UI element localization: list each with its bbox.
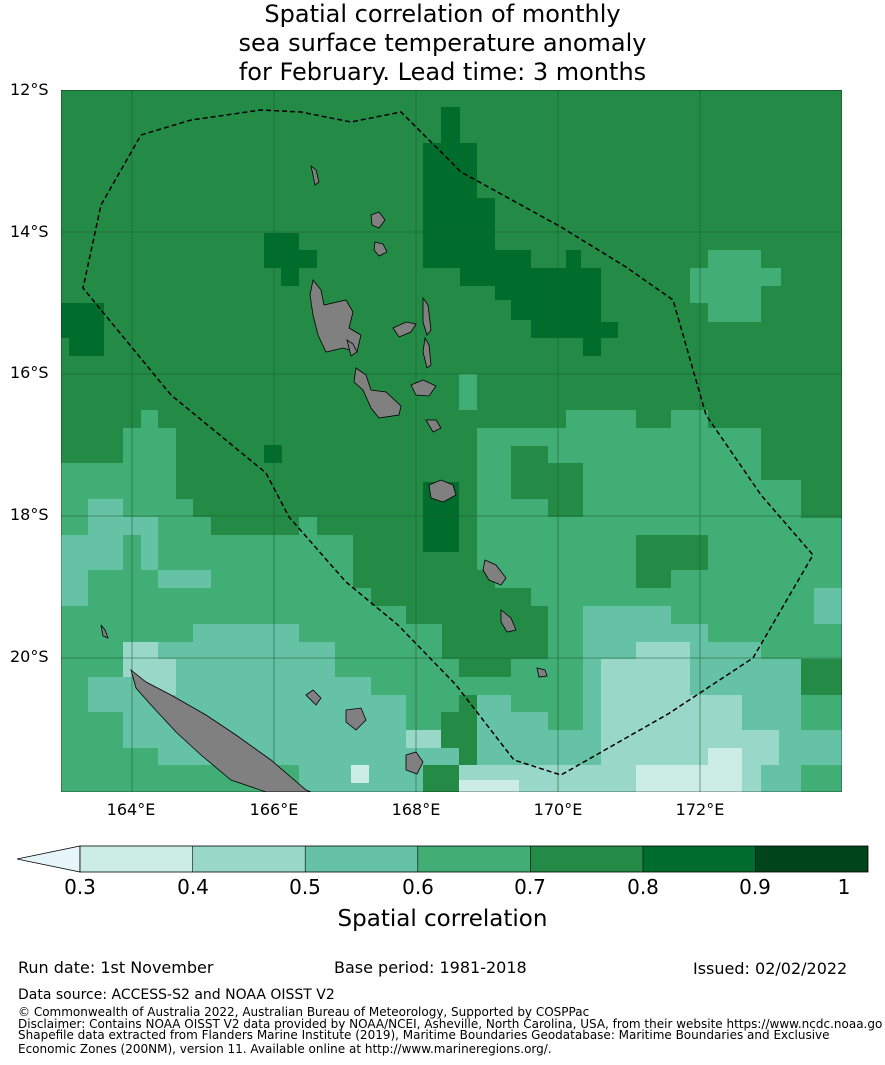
lon-label-166e: 166°E (249, 800, 299, 819)
colorbar-swatch-0.3 (80, 846, 193, 872)
disclaimer-line-2: Shapefile data extracted from Flanders M… (18, 1028, 830, 1042)
pentecost-island (422, 296, 432, 336)
disclaimer-line-1: Disclaimer: Contains NOAA OISST V2 data … (18, 1018, 883, 1031)
colorbar-tick-0.7: 0.7 (514, 875, 546, 899)
mare-island (405, 751, 424, 775)
colorbar-tick-0.9: 0.9 (739, 875, 771, 899)
matthew-island (100, 624, 109, 639)
lat-label-14s: 14°S (10, 222, 49, 241)
efate-island (428, 479, 457, 503)
ouvea-island (305, 689, 322, 706)
vanua-lava-island (373, 241, 388, 257)
gaua-island (370, 211, 386, 229)
title-line-3: for February. Lead time: 3 months (238, 58, 647, 86)
colorbar-swatch-0.8 (643, 846, 756, 872)
new-caledonia-island (130, 668, 312, 792)
run-date: Run date: 1st November (18, 958, 214, 977)
ambrym-island (410, 379, 437, 397)
lat-label-16s: 16°S (10, 363, 49, 382)
lifou-island (345, 707, 367, 731)
colorbar-label: Spatial correlation (337, 906, 548, 932)
ambae-island (392, 321, 417, 338)
colorbar-swatch-0.9 (755, 846, 868, 872)
colorbar-tick-0.6: 0.6 (402, 875, 434, 899)
copyright-notice: © Commonwealth of Australia 2022, Austra… (18, 1005, 590, 1019)
colorbar (17, 845, 869, 873)
colorbar-tick-0.5: 0.5 (289, 875, 321, 899)
land-masses (100, 164, 548, 792)
colorbar-tick-0.4: 0.4 (177, 875, 209, 899)
correlation-map (61, 90, 842, 792)
maewo-island (422, 336, 432, 369)
data-source: Data source: ACCESS-S2 and NOAA OISST V2 (18, 987, 335, 1003)
colorbar-swatch-0.5 (305, 846, 418, 872)
lat-label-12s: 12°S (10, 80, 49, 99)
base-period: Base period: 1981-2018 (334, 958, 527, 977)
malo-island (346, 339, 358, 357)
colorbar-tick-0.8: 0.8 (627, 875, 659, 899)
disclaimer-line-3: Economic Zones (200NM), version 11. Avai… (18, 1042, 552, 1056)
lon-label-164e: 164°E (106, 800, 156, 819)
title-line-1: Spatial correlation of monthly (264, 0, 621, 28)
title-line-2: sea surface temperature anomaly (238, 29, 647, 57)
tanna-island (500, 609, 517, 633)
colorbar-swatch-0.4 (192, 846, 306, 872)
colorbar-tick-1: 1 (837, 875, 851, 899)
lon-label-172e: 172°E (675, 800, 725, 819)
graticule (61, 90, 842, 792)
lat-label-18s: 18°S (10, 505, 49, 524)
torres-islands (310, 164, 320, 186)
eez-boundary (82, 109, 814, 776)
lat-label-20s: 20°S (10, 647, 49, 666)
epi-island (425, 419, 442, 433)
aneityum-island (536, 667, 548, 678)
map-title: Spatial correlation of monthly sea surfa… (0, 0, 885, 87)
malekula-island (353, 367, 402, 419)
issued-date: Issued: 02/02/2022 (693, 959, 848, 978)
colorbar-swatch-0.7 (530, 846, 643, 872)
erromango-island (482, 559, 507, 586)
lon-label-168e: 168°E (391, 800, 441, 819)
colorbar-tick-0.3: 0.3 (64, 875, 96, 899)
colorbar-extend-arrow (17, 845, 81, 873)
lon-label-170e: 170°E (533, 800, 583, 819)
espiritu-santo-island (309, 279, 362, 353)
colorbar-swatch-0.6 (417, 846, 531, 872)
correlation-field (61, 90, 842, 792)
